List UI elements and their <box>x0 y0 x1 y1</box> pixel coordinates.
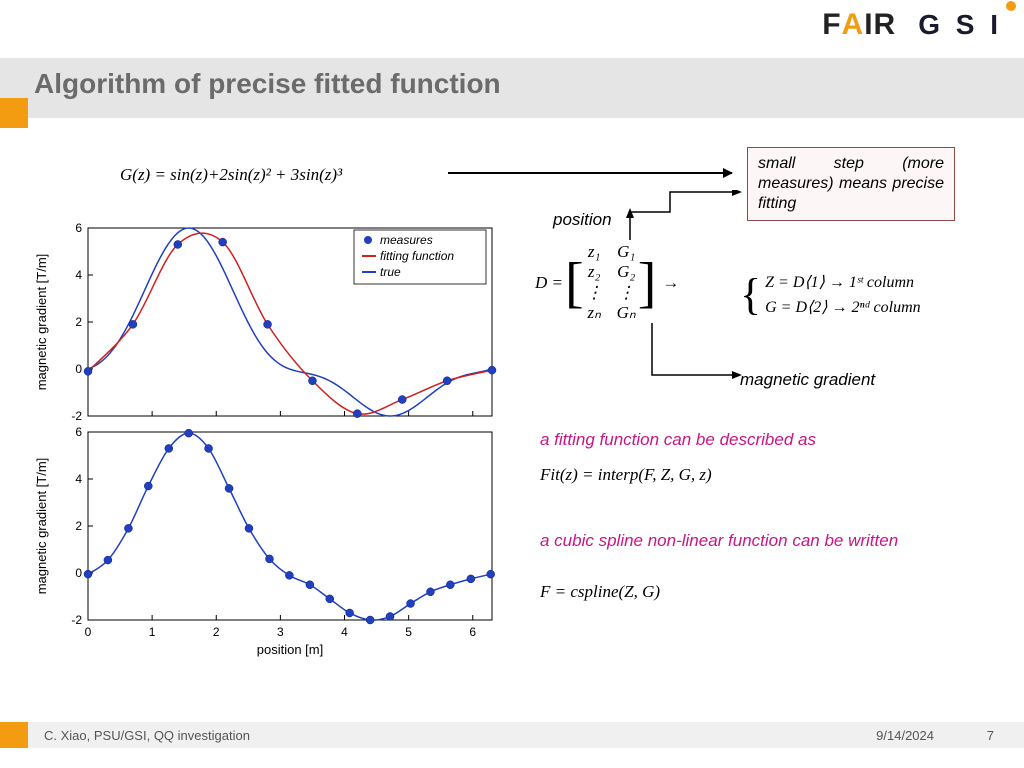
gsi-logo: G S I <box>918 9 1002 41</box>
matrix-d-label: D = <box>535 273 563 293</box>
chart-svg: -2-2002244660123456magnetic gradient [T/… <box>30 220 510 660</box>
footer-accent <box>0 722 28 748</box>
fair-logo: FAIR <box>822 8 896 42</box>
svg-text:0: 0 <box>75 566 82 580</box>
svg-text:magnetic gradient [T/m]: magnetic gradient [T/m] <box>34 254 49 391</box>
svg-text:6: 6 <box>469 625 476 639</box>
svg-text:4: 4 <box>75 472 82 486</box>
svg-text:3: 3 <box>277 625 284 639</box>
matrix-z1: z₁ <box>586 242 603 262</box>
note-box: small step (more measures) means precise… <box>747 147 955 221</box>
svg-text:6: 6 <box>75 221 82 235</box>
svg-text:-2: -2 <box>71 613 82 627</box>
footer-date: 9/14/2024 <box>876 728 934 743</box>
page-title: Algorithm of precise fitted function <box>34 68 501 100</box>
magnetic-gradient-label: magnetic gradient <box>740 370 875 390</box>
svg-text:measures: measures <box>380 233 433 247</box>
svg-text:4: 4 <box>75 268 82 282</box>
cspline-equation: F = cspline(Z, G) <box>540 582 660 602</box>
matrix-arrow: → <box>662 273 679 293</box>
svg-text:4: 4 <box>341 625 348 639</box>
position-label: position <box>553 210 612 230</box>
svg-text:2: 2 <box>75 315 82 329</box>
svg-text:fitting function: fitting function <box>380 249 454 263</box>
equation-gz: G(z) = sin(z)+2sin(z)² + 3sin(z)³ <box>120 165 342 185</box>
cspline-text: a cubic spline non-linear function can b… <box>540 530 920 552</box>
matrix-d: D = [ z₁ z₂ ⋮ zₙ G₁ G₂ ⋮ Gₙ ] → <box>535 242 683 324</box>
matrix-g2: G₂ <box>617 262 636 282</box>
matrix-zn: zₙ <box>586 303 603 323</box>
connector-position <box>620 190 750 250</box>
matrix-gd: ⋮ <box>617 283 636 303</box>
footer-page: 7 <box>987 728 994 743</box>
svg-text:magnetic gradient [T/m]: magnetic gradient [T/m] <box>34 458 49 595</box>
matrix-zd: ⋮ <box>586 283 603 303</box>
footer-author: C. Xiao, PSU/GSI, QQ investigation <box>44 728 250 743</box>
svg-text:6: 6 <box>75 425 82 439</box>
arrow-to-note <box>448 172 732 174</box>
svg-text:2: 2 <box>213 625 220 639</box>
fitting-text: a fitting function can be described as <box>540 430 816 450</box>
col-line2: G = D⟨2⟩ → 2ⁿᵈ column <box>765 295 921 321</box>
svg-text:0: 0 <box>85 625 92 639</box>
svg-text:true: true <box>380 265 401 279</box>
logo-group: FAIR G S I <box>822 8 1002 42</box>
svg-text:position [m]: position [m] <box>257 642 323 657</box>
svg-text:-2: -2 <box>71 409 82 423</box>
svg-text:2: 2 <box>75 519 82 533</box>
chart-panel: -2-2002244660123456magnetic gradient [T/… <box>30 220 510 660</box>
matrix-g1: G₁ <box>617 242 636 262</box>
footer-bar: C. Xiao, PSU/GSI, QQ investigation 9/14/… <box>0 722 1024 748</box>
matrix-gn: Gₙ <box>617 303 636 323</box>
svg-text:1: 1 <box>149 625 156 639</box>
svg-text:5: 5 <box>405 625 412 639</box>
connector-magnetic <box>640 315 750 385</box>
matrix-z2: z₂ <box>586 262 603 282</box>
header-accent <box>0 98 28 128</box>
svg-text:0: 0 <box>75 362 82 376</box>
fit-equation: Fit(z) = interp(F, Z, G, z) <box>540 465 712 485</box>
column-mapping: { Z = D⟨1⟩ → 1ˢᵗ column G = D⟨2⟩ → 2ⁿᵈ c… <box>740 260 921 330</box>
col-line1: Z = D⟨1⟩ → 1ˢᵗ column <box>765 270 921 296</box>
